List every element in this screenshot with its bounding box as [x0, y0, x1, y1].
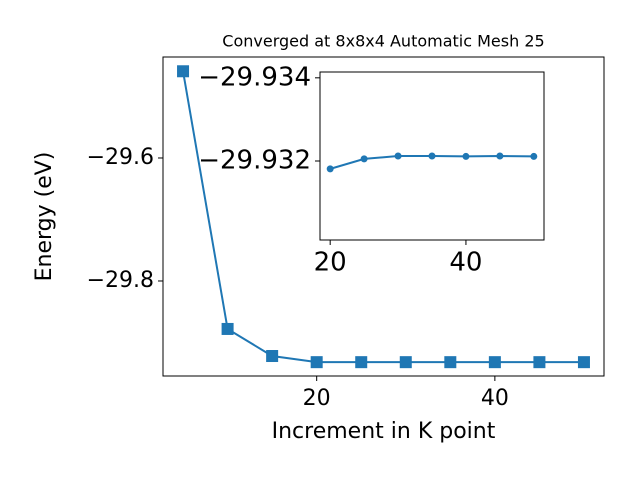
- y-axis-label: Energy (eV): [32, 152, 57, 282]
- marker: [399, 356, 412, 369]
- axes-frame: [162, 56, 605, 377]
- marker: [444, 356, 457, 369]
- marker: [462, 152, 470, 160]
- marker: [428, 152, 436, 160]
- marker: [394, 152, 402, 160]
- marker: [530, 152, 538, 160]
- x-tick-label: 20: [303, 386, 331, 411]
- y-tick-label: −29.932: [198, 145, 311, 175]
- x-tick-label: 40: [481, 386, 509, 411]
- line: [182, 71, 584, 364]
- marker: [533, 356, 546, 369]
- marker: [266, 350, 279, 363]
- x-axis-label: Increment in K point: [272, 419, 496, 444]
- marker: [221, 322, 234, 335]
- marker: [326, 165, 334, 173]
- y-tick-label: −29.8: [87, 268, 154, 293]
- marker: [355, 356, 368, 369]
- chart-title: Converged at 8x8x4 Automatic Mesh 25: [222, 32, 544, 51]
- axes-frame: [319, 71, 545, 241]
- marker: [177, 65, 190, 78]
- marker: [360, 155, 368, 163]
- x-tick-label: 40: [449, 248, 482, 278]
- y-tick-label: −29.6: [87, 145, 154, 170]
- marker: [310, 356, 323, 369]
- marker: [488, 356, 501, 369]
- marker: [577, 356, 590, 369]
- x-tick-label: 20: [314, 248, 347, 278]
- marker: [496, 152, 504, 160]
- y-tick-label: −29.934: [198, 62, 311, 92]
